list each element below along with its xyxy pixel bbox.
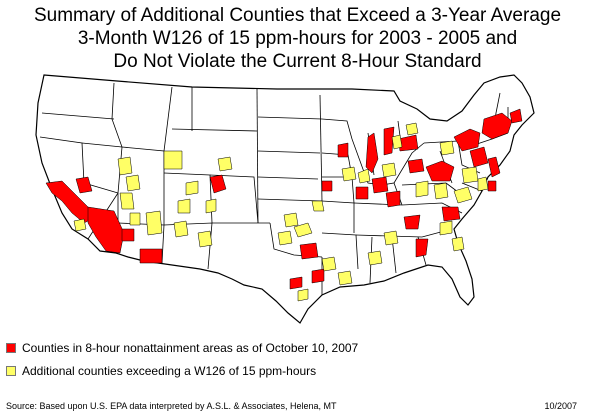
title-line-3: Do Not Violate the Current 8-Hour Standa…	[113, 51, 482, 72]
legend-item-nonattainment: Counties in 8-hour nonattainment areas a…	[6, 340, 406, 356]
source-note: Source: Based upon U.S. EPA data interpr…	[6, 401, 337, 411]
legend: Counties in 8-hour nonattainment areas a…	[6, 340, 406, 386]
exceeding-counties	[73, 122, 489, 302]
nonattainment-counties	[45, 108, 523, 290]
yellow-swatch-icon	[6, 366, 16, 376]
red-swatch-icon	[6, 343, 16, 353]
title-line-2: 3-Month W126 of 15 ppm-hours for 2003 - …	[77, 28, 518, 49]
legend-label-exceeding: Additional counties exceeding a W126 of …	[22, 364, 317, 378]
us-county-map	[22, 73, 580, 325]
map-title: Summary of Additional Counties that Exce…	[0, 4, 595, 73]
title-line-1: Summary of Additional Counties that Exce…	[33, 5, 562, 26]
legend-item-exceeding: Additional counties exceeding a W126 of …	[6, 363, 406, 379]
us-map-svg	[35, 74, 535, 324]
legend-label-nonattainment: Counties in 8-hour nonattainment areas a…	[22, 341, 359, 355]
date-note: 10/2007	[544, 401, 577, 411]
